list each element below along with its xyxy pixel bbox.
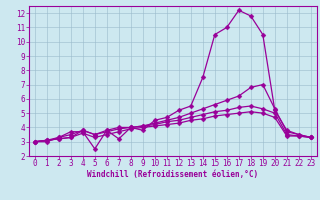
- X-axis label: Windchill (Refroidissement éolien,°C): Windchill (Refroidissement éolien,°C): [87, 170, 258, 179]
